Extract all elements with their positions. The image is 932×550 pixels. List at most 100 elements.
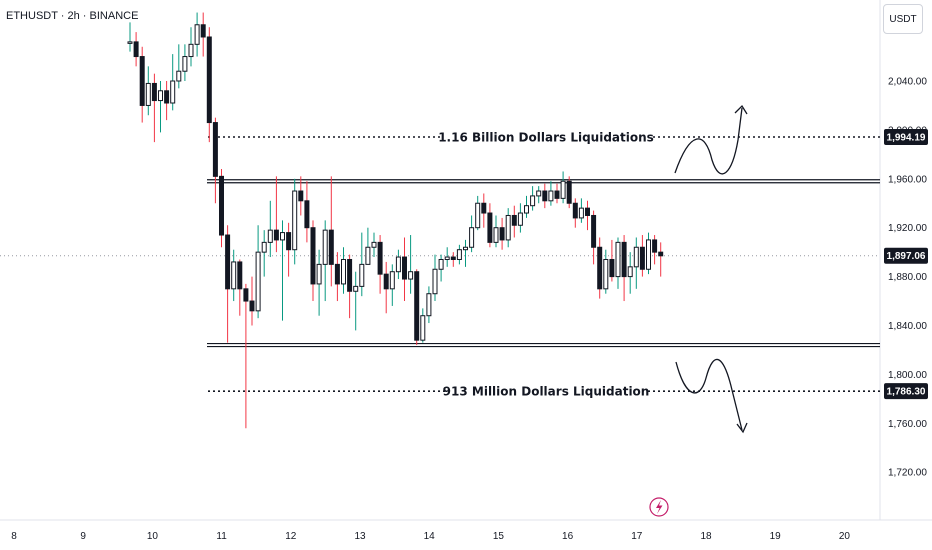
price-axis-label: 1,920.00 xyxy=(888,223,927,234)
candle-body[interactable] xyxy=(261,241,267,253)
last-price-tag xyxy=(884,247,928,264)
candle-body[interactable] xyxy=(237,261,243,290)
candle-body[interactable] xyxy=(371,241,377,248)
candle-body[interactable] xyxy=(212,122,218,177)
candle-body[interactable] xyxy=(286,232,292,251)
candle-body[interactable] xyxy=(322,229,328,265)
candle-body[interactable] xyxy=(633,246,639,268)
candle-body[interactable] xyxy=(395,256,401,273)
candle-body[interactable] xyxy=(463,246,468,251)
candle-body[interactable] xyxy=(499,227,505,241)
candle-body[interactable] xyxy=(158,90,163,102)
candle-body[interactable] xyxy=(505,214,511,241)
candle-body[interactable] xyxy=(560,180,566,199)
candle-body[interactable] xyxy=(621,241,627,278)
candle-body[interactable] xyxy=(267,229,273,243)
candle-body[interactable] xyxy=(243,288,249,302)
candle-body[interactable] xyxy=(517,212,523,226)
candle-body[interactable] xyxy=(280,232,285,241)
candle-body[interactable] xyxy=(194,24,200,45)
candle-body[interactable] xyxy=(139,56,145,106)
candle-body[interactable] xyxy=(615,241,621,278)
upper-liquidation-price-tag xyxy=(884,129,928,146)
candle-body[interactable] xyxy=(511,214,517,226)
candle-body[interactable] xyxy=(566,180,572,204)
candle-body[interactable] xyxy=(133,41,139,58)
candle-body[interactable] xyxy=(402,256,407,280)
candle-body[interactable] xyxy=(475,202,481,229)
candle-body[interactable] xyxy=(597,246,603,290)
candle-body[interactable] xyxy=(383,273,389,290)
candle-body[interactable] xyxy=(578,207,584,219)
candle-body[interactable] xyxy=(456,249,462,260)
candle-body[interactable] xyxy=(487,212,493,243)
time-axis-label: 13 xyxy=(354,531,366,542)
candle-body[interactable] xyxy=(328,229,334,265)
candle-body[interactable] xyxy=(414,271,420,341)
candle-body[interactable] xyxy=(524,205,529,214)
candle-body[interactable] xyxy=(432,268,438,295)
candle-body[interactable] xyxy=(188,43,194,58)
candle-body[interactable] xyxy=(591,214,597,248)
candle-body[interactable] xyxy=(341,258,346,285)
candle-body[interactable] xyxy=(377,241,383,275)
lightning-bolt xyxy=(656,500,663,514)
candle-body[interactable] xyxy=(255,251,261,312)
candle-body[interactable] xyxy=(273,229,279,241)
candle-body[interactable] xyxy=(609,258,615,278)
candle-body[interactable] xyxy=(164,90,170,104)
candle-body[interactable] xyxy=(231,261,237,290)
candle-body[interactable] xyxy=(548,190,554,202)
candle-body[interactable] xyxy=(127,41,133,44)
candle-body[interactable] xyxy=(408,271,414,280)
candle-body[interactable] xyxy=(249,300,255,312)
candle-body[interactable] xyxy=(170,80,176,104)
time-axis-label: 8 xyxy=(11,531,17,542)
candle-body[interactable] xyxy=(426,293,432,317)
candle-body[interactable] xyxy=(639,246,645,270)
candle-body[interactable] xyxy=(200,24,206,38)
candle-body[interactable] xyxy=(353,285,359,292)
candle-body[interactable] xyxy=(206,36,212,124)
candle-body[interactable] xyxy=(304,200,310,229)
candle-body[interactable] xyxy=(438,258,444,270)
candle-body[interactable] xyxy=(334,263,340,285)
candle-body[interactable] xyxy=(225,234,231,290)
candle-body[interactable] xyxy=(542,190,548,202)
candle-body[interactable] xyxy=(481,202,487,214)
candle-body[interactable] xyxy=(572,202,578,219)
candle-body[interactable] xyxy=(469,227,475,248)
candle-body[interactable] xyxy=(145,82,151,106)
time-axis-label: 16 xyxy=(562,531,574,542)
candle-body[interactable] xyxy=(536,190,542,197)
candle-body[interactable] xyxy=(298,190,304,202)
candle-body[interactable] xyxy=(292,190,298,251)
candle-body[interactable] xyxy=(310,227,316,285)
candle-body[interactable] xyxy=(359,263,365,287)
candle-body[interactable] xyxy=(603,258,609,290)
candle-body[interactable] xyxy=(585,207,590,216)
candle-body[interactable] xyxy=(347,258,353,292)
currency-button[interactable]: USDT xyxy=(883,4,923,34)
candle-body[interactable] xyxy=(176,70,182,82)
candle-body[interactable] xyxy=(652,239,658,253)
candle-body[interactable] xyxy=(646,239,651,270)
candle-body[interactable] xyxy=(316,263,322,285)
candle-body[interactable] xyxy=(493,227,499,243)
candle-body[interactable] xyxy=(420,315,426,341)
price-axis-label: 2,040.00 xyxy=(888,77,927,88)
candle-body[interactable] xyxy=(554,190,560,199)
candle-body[interactable] xyxy=(450,256,456,260)
time-axis-label: 20 xyxy=(839,531,851,542)
candle-body[interactable] xyxy=(389,271,395,290)
candle-body[interactable] xyxy=(151,82,157,102)
candle-body[interactable] xyxy=(182,56,188,72)
symbol-title[interactable]: ETHUSDT · 2h · BINANCE xyxy=(6,10,139,22)
candle-body[interactable] xyxy=(530,195,536,207)
candle-body[interactable] xyxy=(219,175,224,236)
candle-body[interactable] xyxy=(658,251,664,257)
candle-body[interactable] xyxy=(444,256,450,260)
candle-body[interactable] xyxy=(365,246,371,265)
candle-body[interactable] xyxy=(627,266,633,278)
